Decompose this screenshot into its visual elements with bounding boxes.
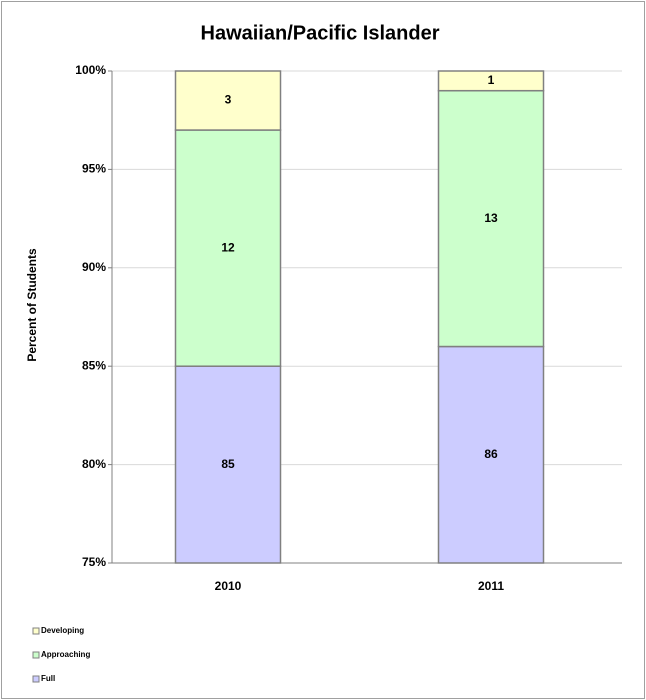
bar-segment <box>174 70 282 131</box>
bar-segment <box>174 365 282 564</box>
x-tick-label: 2010 <box>215 579 242 593</box>
data-label: 13 <box>484 211 498 225</box>
data-label: 86 <box>484 447 498 461</box>
bar-segment <box>174 129 282 367</box>
data-label: 1 <box>488 73 495 87</box>
y-tick-label: 85% <box>82 358 106 372</box>
bar-segment <box>437 89 545 348</box>
legend-swatch <box>32 627 40 635</box>
y-tick-label: 100% <box>75 63 106 77</box>
legend-swatch <box>32 651 40 659</box>
bar-segment <box>437 345 545 564</box>
data-label: 85 <box>221 457 235 471</box>
data-label: 3 <box>225 93 232 107</box>
y-tick-label: 95% <box>82 162 106 176</box>
data-label: 12 <box>221 240 235 254</box>
legend-label: Developing <box>41 626 84 635</box>
y-tick-label: 80% <box>82 457 106 471</box>
chart-title: Hawaiian/Pacific Islander <box>201 22 440 44</box>
legend-label: Full <box>41 674 55 683</box>
legend-label: Approaching <box>41 650 90 659</box>
y-axis-label: Percent of Students <box>25 248 39 362</box>
x-tick-label: 2011 <box>478 579 504 593</box>
bar-segment <box>437 70 545 92</box>
y-tick-label: 75% <box>82 555 106 569</box>
legend-swatch <box>32 675 40 683</box>
y-tick-label: 90% <box>82 260 106 274</box>
